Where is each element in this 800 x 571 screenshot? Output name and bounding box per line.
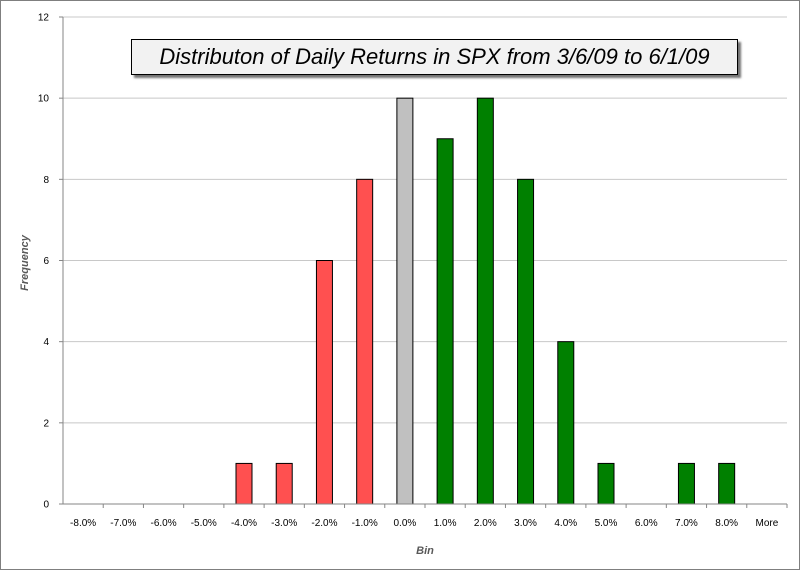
y-tick-label: 4 [43,337,49,348]
x-tick-label: 8.0% [715,518,738,529]
x-tick-label: -8.0% [70,518,96,529]
bar [718,462,736,505]
x-tick-label: -7.0% [110,518,136,529]
bar [517,178,535,505]
chart-title: Distributon of Daily Returns in SPX from… [131,39,738,75]
gridlines [63,16,787,424]
x-tick-labels: -8.0% -7.0% -6.0% -5.0% -4.0% -3.0% -2.0% -1.0%… [70,504,788,529]
bar [476,97,494,505]
x-tick-label: -4.0% [231,518,257,529]
x-tick-label: 3.0% [514,518,537,529]
y-tick-label: 12 [38,13,50,24]
x-tick-label: -5.0% [191,518,217,529]
y-tick-label: 2 [43,418,49,429]
x-tick-label: 6.0% [635,518,658,529]
y-tick-label: 8 [43,175,49,186]
x-tick-label: 7.0% [675,518,698,529]
bar [275,462,293,505]
x-tick-label: 0.0% [393,518,416,529]
bar [356,178,374,505]
y-tick-labels: 0 2 4 6 8 10 12 [38,13,63,511]
x-tick-label: -2.0% [311,518,337,529]
bar [315,260,333,505]
y-axis-title: Frequency [19,234,31,291]
bar [677,462,695,505]
bar [557,341,575,505]
y-tick-label: 6 [43,256,49,267]
x-tick-label: -1.0% [352,518,378,529]
bar [235,462,253,505]
x-tick-label: 1.0% [434,518,457,529]
x-axis-title: Bin [416,545,434,557]
bar [597,462,615,505]
x-tick-label: -3.0% [271,518,297,529]
y-tick-label: 10 [38,94,50,105]
y-tick-label: 0 [43,500,49,511]
bar [436,138,454,505]
x-tick-label: 2.0% [474,518,497,529]
bar [396,97,414,505]
x-tick-label: 5.0% [595,518,618,529]
bars [235,97,736,505]
x-tick-label: -6.0% [150,518,176,529]
x-tick-label: More [755,518,778,529]
x-tick-label: 4.0% [554,518,577,529]
